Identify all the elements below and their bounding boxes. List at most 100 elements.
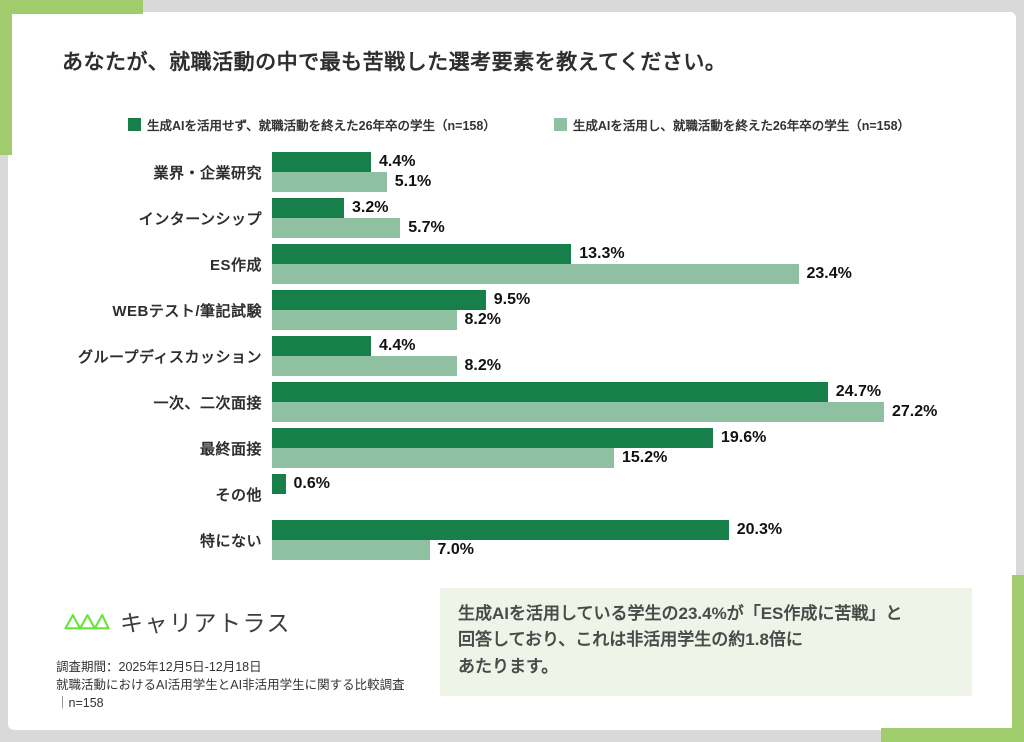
insight-callout: 生成AIを活用している学生の23.4%が「ES作成に苦戦」と 回答しており、これ…	[440, 588, 972, 696]
chart-row: WEBテスト/筆記試験 9.5% 8.2%	[22, 290, 1006, 330]
bar-value-label: 5.7%	[408, 219, 445, 236]
bar	[272, 520, 729, 540]
bar-line: 8.2%	[272, 356, 1006, 376]
legend-swatch-dark-green	[128, 118, 141, 131]
bar-value-label: 13.3%	[579, 245, 625, 262]
page-title: あなたが、就職活動の中で最も苦戦した選考要素を教えてください。	[62, 51, 727, 74]
callout-text-line: 回答しており、これは非活用学生の約1.8倍に	[458, 630, 803, 650]
survey-period: 調査期間：2025年12月5日-12月18日	[56, 660, 262, 674]
survey-title: 就職活動におけるAI活用学生とAI非活用学生に関する比較調査	[56, 678, 405, 693]
bar	[272, 172, 387, 192]
bar-group: 19.6% 15.2%	[272, 428, 1006, 468]
bar-value-label: 19.6%	[721, 429, 767, 446]
chart-row: ES作成 13.3% 23.4%	[22, 244, 1006, 284]
legend-item-ai: 生成AIを活用し、就職活動を終えた26年卒の学生（n=158）	[553, 115, 911, 134]
bar-group: 0.6%	[272, 474, 1006, 514]
brand-name: キャリアトラス	[120, 610, 292, 636]
survey-notes: 調査期間：2025年12月5日-12月18日 就職活動におけるAI活用学生とAI…	[56, 658, 405, 712]
bar	[272, 218, 401, 238]
chart-row: 一次、二次面接 24.7% 27.2%	[22, 382, 1006, 422]
bar-line: 4.4%	[272, 152, 1006, 172]
legend-label-non-ai: 生成AIを活用せず、就職活動を終えた26年卒の学生（n=158）	[147, 119, 496, 133]
bar-line: 13.3%	[272, 244, 1006, 264]
bar	[272, 336, 371, 356]
legend-label-ai: 生成AIを活用し、就職活動を終えた26年卒の学生（n=158）	[572, 119, 911, 133]
category-label: WEBテスト/筆記試験	[112, 302, 262, 320]
bar-chart: 業界・企業研究 4.4% 5.1% インターンシップ 3.2% 5.7% ES作成 13.3%…	[22, 152, 1006, 560]
bar-line: 0.6%	[272, 474, 1006, 494]
category-label: グループディスカッション	[77, 348, 262, 366]
callout-text-line: 生成AIを活用している学生の23.4%が「ES作成に苦戦」と	[458, 604, 903, 623]
bar	[272, 264, 799, 284]
bar-group: 13.3% 23.4%	[272, 244, 1006, 284]
bar-value-label: 23.4%	[806, 265, 852, 282]
callout-text-line: あたります。	[458, 656, 559, 676]
bar	[272, 198, 344, 218]
corner-accent-bottom-right-horizontal	[881, 728, 1024, 742]
bar	[272, 448, 614, 468]
survey-card: あなたが、就職活動の中で最も苦戦した選考要素を教えてください。 生成AIを活用せ…	[8, 12, 1016, 730]
bar-line: 20.3%	[272, 520, 1006, 540]
legend-item-non-ai: 生成AIを活用せず、就職活動を終えた26年卒の学生（n=158）	[128, 115, 496, 134]
bar-value-label: 8.2%	[464, 311, 501, 328]
category-label: ES作成	[209, 256, 262, 274]
chart-row: 最終面接 19.6% 15.2%	[22, 428, 1006, 468]
bar-value-label: 27.2%	[892, 403, 938, 420]
bar-value-label: 4.4%	[379, 337, 416, 354]
bar-line: 24.7%	[272, 382, 1006, 402]
chart-row: インターンシップ 3.2% 5.7%	[22, 198, 1006, 238]
bar-value-label: 8.2%	[464, 357, 501, 374]
chart-row: 特にない 20.3% 7.0%	[22, 520, 1006, 560]
bar-value-label: 7.0%	[437, 541, 474, 558]
bar-group: 3.2% 5.7%	[272, 198, 1006, 238]
corner-accent-top-left-horizontal	[0, 0, 143, 14]
category-label: 一次、二次面接	[153, 394, 262, 412]
bar-line: 3.2%	[272, 198, 1006, 218]
bar-value-label: 5.1%	[394, 173, 432, 190]
bar-line: 7.0%	[272, 540, 1006, 560]
legend-swatch-light-green	[553, 118, 567, 131]
chart-row: グループディスカッション 4.4% 8.2%	[22, 336, 1006, 376]
corner-accent-top-left-vertical	[0, 0, 12, 155]
bar-group: 24.7% 27.2%	[272, 382, 1006, 422]
bar-line: 5.1%	[272, 172, 1006, 192]
category-label: インターンシップ	[138, 210, 262, 228]
bar	[272, 474, 286, 494]
bar-line: 27.2%	[272, 402, 1006, 422]
bar-line	[272, 494, 1006, 514]
bar	[272, 310, 457, 330]
bar-line: 4.4%	[272, 336, 1006, 356]
bar-value-label: 24.7%	[835, 383, 882, 400]
bar	[272, 356, 457, 376]
bar-line: 5.7%	[272, 218, 1006, 238]
bar-value-label: 9.5%	[493, 291, 531, 308]
bar-line: 23.4%	[272, 264, 1006, 284]
bar	[272, 428, 713, 448]
bar-line: 19.6%	[272, 428, 1006, 448]
bar-value-label: 3.2%	[352, 199, 389, 216]
truss-logo-icon	[64, 613, 110, 629]
category-label: 業界・企業研究	[153, 164, 262, 182]
bar-group: 4.4% 8.2%	[272, 336, 1006, 376]
chart-row: 業界・企業研究 4.4% 5.1%	[22, 152, 1006, 192]
bar	[272, 244, 572, 264]
corner-accent-bottom-right-vertical	[1012, 575, 1024, 742]
bar-value-label: 4.4%	[379, 153, 416, 170]
bar	[272, 402, 884, 422]
bar-group: 20.3% 7.0%	[272, 520, 1006, 560]
category-label: 最終面接	[199, 440, 262, 458]
bar-value-label: 20.3%	[736, 521, 783, 538]
bar	[272, 152, 371, 172]
survey-sample-size: ｜n=158	[56, 696, 104, 711]
chart-legend: 生成AIを活用せず、就職活動を終えた26年卒の学生（n=158） 生成AIを活用…	[128, 115, 996, 134]
bar-group: 9.5% 8.2%	[272, 290, 1006, 330]
chart-row: その他 0.6%	[22, 474, 1006, 514]
bar-value-label: 0.6%	[293, 475, 330, 492]
bar	[272, 540, 430, 560]
bar-group: 4.4% 5.1%	[272, 152, 1006, 192]
bar	[272, 290, 486, 310]
bar	[272, 382, 828, 402]
bar-line: 15.2%	[272, 448, 1006, 468]
category-label: 特にない	[199, 532, 262, 550]
